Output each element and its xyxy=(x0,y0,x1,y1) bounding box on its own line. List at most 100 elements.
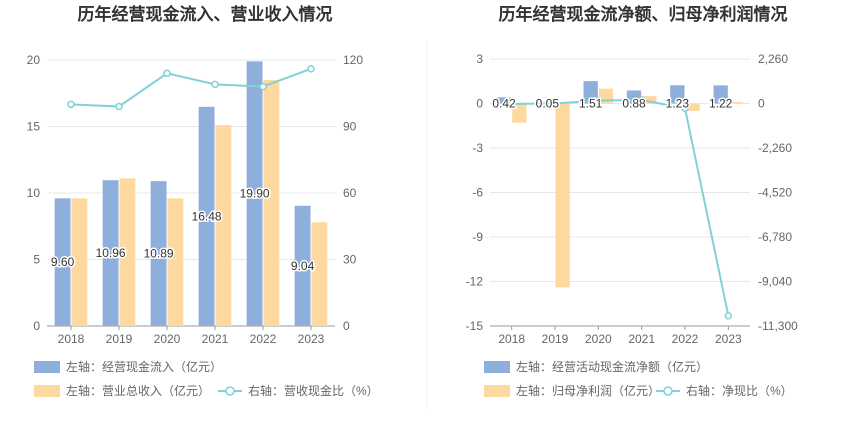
left-axis-tick-label: -6 xyxy=(472,186,483,200)
right-axis-tick-label: -11,300 xyxy=(758,319,798,333)
line-point xyxy=(681,104,689,113)
line-point xyxy=(67,100,75,109)
x-axis-tick-label: 2019 xyxy=(542,332,569,346)
bar-series-2 xyxy=(263,79,280,326)
left-axis-tick-label: -9 xyxy=(472,230,483,244)
right-chart: 3 0 -3 -6 -9 -12 -15 2,260 0 -2,260 -4,520 -6,780 -9… xyxy=(466,52,798,398)
bar-series-2 xyxy=(685,103,700,111)
bar-series-2 xyxy=(71,198,88,326)
right-axis-tick-label: 30 xyxy=(343,253,357,267)
left-axis-tick-label: 20 xyxy=(27,53,41,67)
left-axis-tick-label: -15 xyxy=(466,319,484,333)
data-label: 0.05 xyxy=(536,97,560,111)
line-point xyxy=(163,69,171,78)
legend-line-marker xyxy=(225,386,235,396)
legend-swatch xyxy=(34,385,60,397)
data-label: 19.90 xyxy=(240,187,270,201)
data-label: 16.48 xyxy=(192,209,222,223)
line-series xyxy=(511,99,730,316)
line-point xyxy=(211,80,219,89)
bar-series-1 xyxy=(102,180,119,326)
legend-label: 左轴：归母净利润（亿元） xyxy=(516,383,660,398)
bar-series-2 xyxy=(512,103,527,123)
bar-series-1 xyxy=(713,85,728,104)
x-axis-tick-label: 2021 xyxy=(628,332,655,346)
left-axis-tick-label: 0 xyxy=(33,319,40,333)
data-label: 0.42 xyxy=(492,97,516,111)
legend-label: 右轴：营收现金比（%） xyxy=(248,383,379,398)
left-axis-tick-label: 0 xyxy=(476,97,483,111)
right-axis-tick-label: 90 xyxy=(343,120,357,134)
right-axis-tick-label: -6,780 xyxy=(758,230,792,244)
right-axis-tick-label: 0 xyxy=(343,319,350,333)
data-label: 10.96 xyxy=(96,246,126,260)
left-axis-tick-label: -12 xyxy=(466,275,484,289)
x-axis-tick-label: 2021 xyxy=(202,332,229,346)
bar-series-2 xyxy=(167,198,184,326)
bar-series-2 xyxy=(642,96,657,104)
bar-series-1 xyxy=(150,181,167,326)
right-axis-tick-label: 120 xyxy=(343,53,363,67)
legend-line-marker xyxy=(663,386,673,396)
line-point xyxy=(259,82,267,91)
x-axis-tick-label: 2022 xyxy=(672,332,699,346)
right-axis-tick-label: 2,260 xyxy=(758,52,788,66)
legend-label: 左轴：经营现金流入（亿元） xyxy=(66,359,222,374)
line-series xyxy=(70,67,312,108)
legend-swatch xyxy=(34,361,60,373)
data-label: 1.23 xyxy=(666,97,690,111)
left-axis-tick-label: 10 xyxy=(27,186,41,200)
bar-series-1 xyxy=(294,205,311,326)
legend-swatch xyxy=(484,385,510,397)
x-axis-tick-label: 2022 xyxy=(250,332,277,346)
data-label: 1.51 xyxy=(579,97,603,111)
line-point xyxy=(724,312,733,320)
data-label: 9.04 xyxy=(291,259,315,273)
left-axis-tick-label: 15 xyxy=(27,120,41,134)
x-axis-tick-label: 2020 xyxy=(154,332,181,346)
left-axis-tick-label: 5 xyxy=(33,253,40,267)
left-axis-tick-label: -3 xyxy=(472,141,483,155)
bar-series-1 xyxy=(198,106,215,326)
x-axis-tick-label: 2023 xyxy=(715,332,742,346)
line-point xyxy=(115,102,123,111)
x-axis-tick-label: 2023 xyxy=(298,332,325,346)
bar-series-1 xyxy=(54,198,71,326)
legend-label: 右轴：净现比（%） xyxy=(686,383,793,398)
left-chart: 0 5 10 15 20 0 30 60 90 120 2018 2019 2020 2021 2022 20… xyxy=(27,53,379,398)
right-axis-tick-label: -2,260 xyxy=(758,141,792,155)
line-point xyxy=(307,65,315,73)
x-axis-tick-label: 2020 xyxy=(585,332,612,346)
right-axis-tick-label: 60 xyxy=(343,186,357,200)
legend-label: 左轴：营业总收入（亿元） xyxy=(66,383,210,398)
line-point xyxy=(594,96,603,105)
legend-swatch xyxy=(484,361,510,373)
data-label: 10.89 xyxy=(144,247,174,261)
data-label: 9.60 xyxy=(51,255,75,269)
x-axis-tick-label: 2018 xyxy=(498,332,525,346)
right-axis-tick-label: -9,040 xyxy=(758,275,792,289)
line-point xyxy=(551,99,559,108)
bar-series-2 xyxy=(119,178,136,326)
bar-series-2 xyxy=(728,102,744,104)
bar-series-1 xyxy=(670,85,685,104)
bar-series-1 xyxy=(496,97,512,104)
line-point xyxy=(637,96,646,104)
data-label: 0.88 xyxy=(622,97,646,111)
left-chart-title: 历年经营现金流入、营业收入情况 xyxy=(78,4,333,24)
data-label: 1.22 xyxy=(709,97,733,111)
right-axis-tick-label: -4,520 xyxy=(758,186,792,200)
bar-series-1 xyxy=(583,81,598,104)
x-axis-tick-label: 2018 xyxy=(58,332,85,346)
right-axis-tick-label: 0 xyxy=(758,97,765,111)
bar-series-1 xyxy=(246,61,263,326)
legend-label: 左轴：经营活动现金流净额（亿元） xyxy=(516,359,708,374)
line-point xyxy=(507,100,516,108)
x-axis-tick-label: 2019 xyxy=(106,332,133,346)
left-axis-tick-label: 3 xyxy=(476,52,483,66)
right-chart-title: 历年经营现金流净额、归母净利润情况 xyxy=(499,4,788,24)
bar-series-2 xyxy=(555,103,570,288)
bar-series-2 xyxy=(215,125,232,326)
bar-series-2 xyxy=(311,222,328,326)
